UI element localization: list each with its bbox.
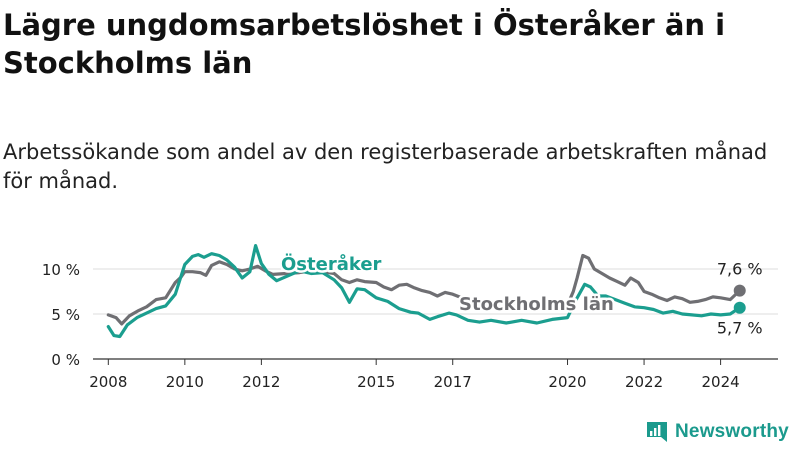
- series-name-label-osteraker: Österåker: [281, 253, 382, 275]
- x-tick-label: 2010: [166, 373, 204, 391]
- series-line-osteraker: [106, 244, 742, 339]
- end-marker-stockholm: [733, 284, 746, 297]
- newsworthy-logo: Newsworthy: [645, 420, 789, 444]
- x-tick-label: 2017: [434, 373, 472, 391]
- y-tick-label: 5 %: [51, 306, 80, 324]
- chart-subtitle: Arbetssökande som andel av den registerb…: [3, 140, 768, 193]
- x-axis: 2008 2010 2012 2015 2017 2020 2022 2024: [89, 359, 740, 391]
- newsworthy-logo-icon: [647, 422, 667, 442]
- series-annotations: Österåker Stockholms län: [279, 251, 617, 318]
- y-axis: 0 % 5 % 10 %: [42, 261, 80, 369]
- newsworthy-logo-text: Newsworthy: [675, 421, 789, 442]
- end-value-label-osteraker: 5,7 %: [717, 319, 763, 338]
- end-marker-osteraker: [733, 301, 746, 314]
- x-tick-label: 2008: [89, 373, 127, 391]
- x-tick-label: 2020: [548, 373, 586, 391]
- series-line-stockholm: [106, 253, 742, 326]
- x-tick-label: 2022: [625, 373, 663, 391]
- y-tick-label: 10 %: [42, 261, 80, 279]
- x-tick-label: 2015: [357, 373, 395, 391]
- series-end-markers: 7,6 % 5,7 %: [717, 260, 763, 338]
- x-tick-label: 2012: [242, 373, 280, 391]
- chart-title: Lägre ungdomsarbetslöshet i Österåker än…: [3, 8, 726, 80]
- x-tick-label: 2024: [702, 373, 740, 391]
- gridlines: [93, 268, 778, 360]
- end-value-label-stockholm: 7,6 %: [717, 260, 763, 279]
- series-name-label-stockholm: Stockholms län: [459, 294, 614, 315]
- series-lines: [106, 244, 742, 339]
- y-tick-label: 0 %: [51, 351, 80, 369]
